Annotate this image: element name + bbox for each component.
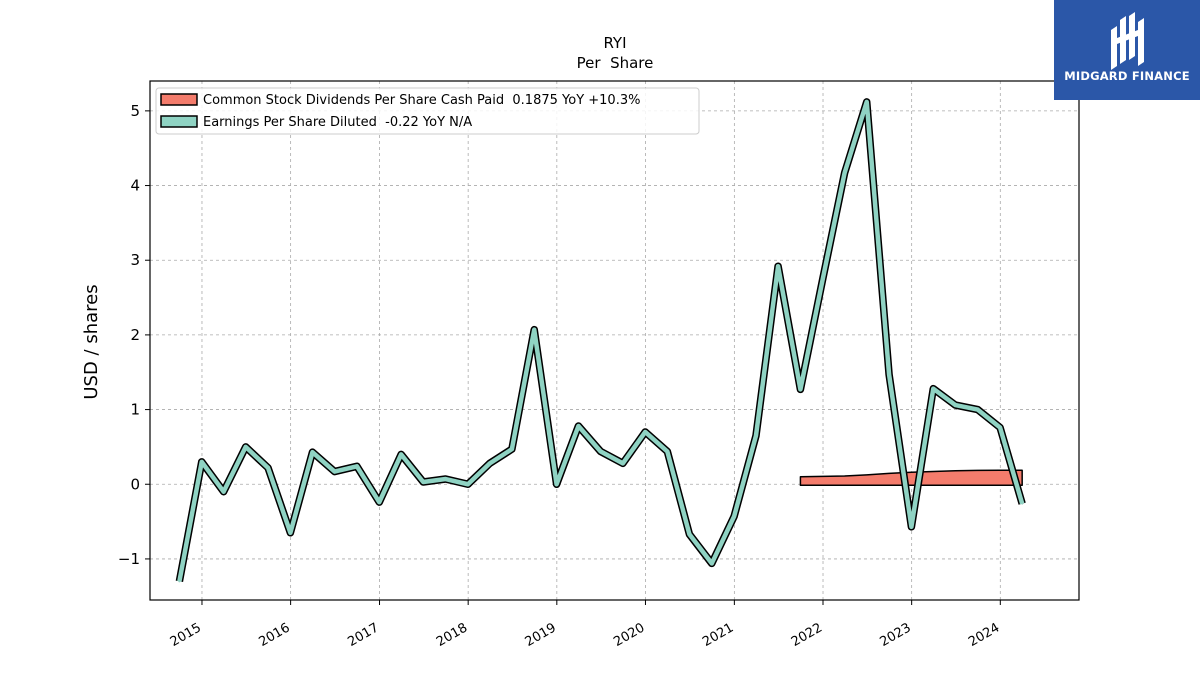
x-tick-label: 2021 bbox=[700, 620, 736, 650]
eps-data-point bbox=[644, 430, 647, 433]
x-tick-label: 2015 bbox=[168, 620, 204, 650]
y-tick-label: 5 bbox=[130, 102, 140, 120]
eps-series-line bbox=[177, 99, 1025, 582]
eps-data-point bbox=[510, 448, 513, 451]
midgard-logo-icon bbox=[1111, 12, 1144, 70]
eps-data-point bbox=[666, 450, 669, 453]
eps-data-point bbox=[1021, 502, 1024, 505]
eps-data-point bbox=[754, 434, 757, 437]
legend: Common Stock Dividends Per Share Cash Pa… bbox=[155, 87, 700, 135]
eps-data-point bbox=[333, 470, 336, 473]
dividends-series-band bbox=[799, 469, 1023, 487]
x-tick-label: 2020 bbox=[611, 620, 647, 650]
legend-swatch-eps bbox=[160, 115, 198, 128]
midgard-finance-logo: MIDGARD FINANCE bbox=[1054, 0, 1200, 100]
eps-data-point bbox=[400, 453, 403, 456]
x-tick-label: 2024 bbox=[966, 620, 1002, 650]
eps-data-point bbox=[422, 481, 425, 484]
y-axis-label: USD / shares bbox=[81, 284, 102, 399]
eps-data-point bbox=[777, 265, 780, 268]
eps-data-point bbox=[621, 462, 624, 465]
legend-swatch-dividends bbox=[160, 93, 198, 106]
chart-subtitle: Per Share bbox=[577, 54, 654, 72]
eps-data-point bbox=[178, 580, 181, 583]
logo-text: MIDGARD FINANCE bbox=[1064, 69, 1190, 83]
x-tick-label: 2017 bbox=[345, 620, 381, 650]
eps-data-point bbox=[222, 490, 225, 493]
x-tick-label: 2022 bbox=[789, 620, 825, 650]
eps-data-point bbox=[910, 525, 913, 528]
eps-data-point bbox=[555, 483, 558, 486]
y-tick-label: 0 bbox=[130, 475, 140, 493]
eps-data-point bbox=[444, 478, 447, 481]
series-layer bbox=[175, 98, 1026, 583]
eps-data-point bbox=[267, 466, 270, 469]
eps-data-point bbox=[843, 171, 846, 174]
eps-data-point bbox=[688, 533, 691, 536]
y-tick-label: −1 bbox=[118, 550, 140, 568]
eps-data-point bbox=[244, 445, 247, 448]
eps-data-point bbox=[378, 501, 381, 504]
eps-data-point bbox=[888, 373, 891, 376]
chart-title: RYI bbox=[603, 34, 626, 52]
x-tick-label: 2016 bbox=[256, 620, 292, 650]
y-tick-label: 2 bbox=[130, 326, 140, 344]
eps-data-point bbox=[954, 404, 957, 407]
legend-box bbox=[155, 87, 700, 135]
eps-data-point bbox=[799, 388, 802, 391]
eps-data-point bbox=[355, 465, 358, 468]
eps-data-point bbox=[999, 426, 1002, 429]
eps-data-point bbox=[311, 451, 314, 454]
eps-data-point bbox=[821, 277, 824, 280]
x-tick-label: 2023 bbox=[877, 620, 913, 650]
y-axis: −1 0 1 2 3 4 5 bbox=[118, 102, 150, 568]
eps-data-point bbox=[200, 460, 203, 463]
y-tick-label: 4 bbox=[130, 177, 140, 195]
legend-label-eps: Earnings Per Share Diluted -0.22 YoY N/A bbox=[203, 115, 472, 130]
eps-data-point bbox=[466, 483, 469, 486]
eps-data-point bbox=[932, 387, 935, 390]
eps-data-point bbox=[488, 462, 491, 465]
eps-data-point bbox=[710, 562, 713, 565]
plot-area-frame bbox=[149, 80, 1080, 601]
eps-data-point bbox=[577, 425, 580, 428]
eps-series-outline bbox=[175, 98, 1026, 583]
eps-data-point bbox=[733, 515, 736, 518]
y-tick-label: 3 bbox=[130, 251, 140, 269]
x-tick-label: 2019 bbox=[523, 620, 559, 650]
eps-data-point bbox=[533, 328, 536, 331]
eps-data-point bbox=[976, 408, 979, 411]
y-tick-label: 1 bbox=[130, 401, 140, 419]
eps-data-point bbox=[289, 531, 292, 534]
x-tick-label: 2018 bbox=[434, 620, 470, 650]
eps-data-point bbox=[865, 100, 868, 103]
legend-label-dividends: Common Stock Dividends Per Share Cash Pa… bbox=[203, 93, 640, 108]
eps-data-point bbox=[599, 450, 602, 453]
x-axis: 2015 2016 2017 2018 2019 2020 2021 2022 2023 2024 bbox=[168, 600, 1002, 650]
